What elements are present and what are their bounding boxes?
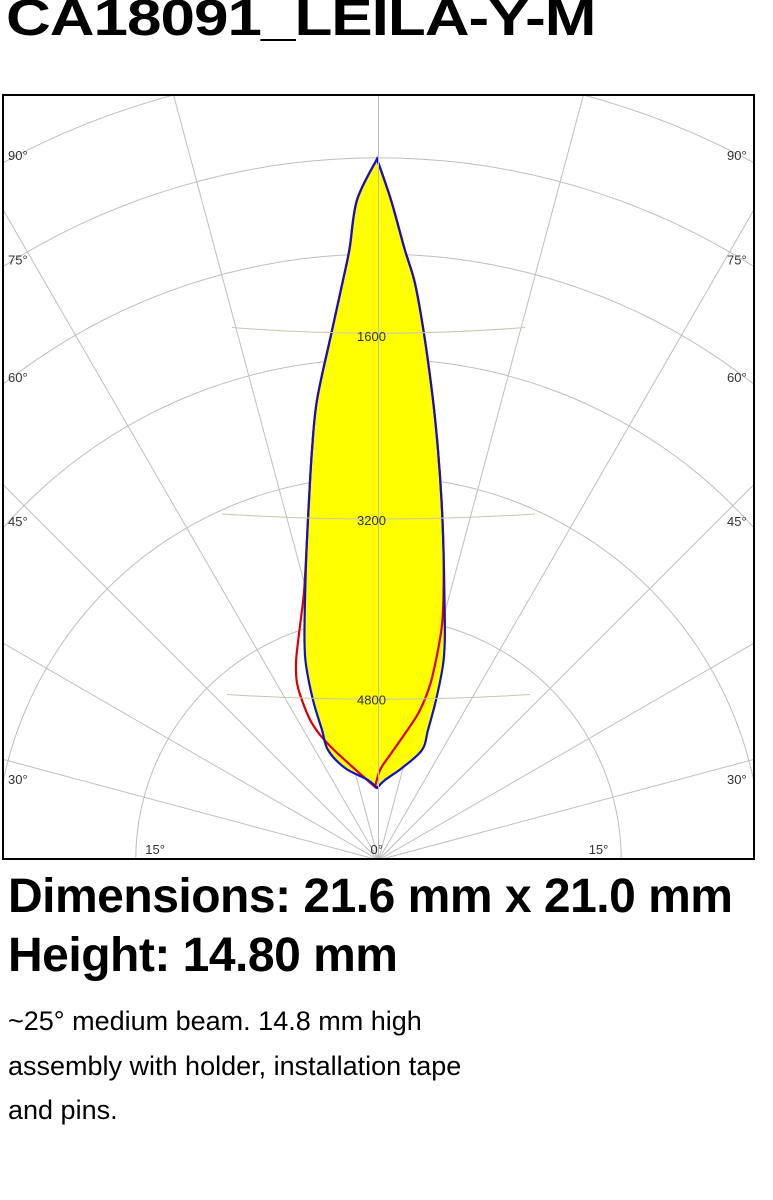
svg-text:15°: 15° [145, 842, 165, 857]
svg-text:90°: 90° [727, 148, 747, 163]
svg-text:1600: 1600 [357, 329, 386, 344]
svg-text:60°: 60° [727, 370, 747, 385]
svg-text:15°: 15° [589, 842, 609, 857]
svg-text:45°: 45° [8, 514, 28, 529]
svg-text:75°: 75° [8, 252, 28, 267]
svg-text:4800: 4800 [357, 693, 386, 708]
svg-text:30°: 30° [727, 772, 747, 787]
svg-text:0°: 0° [371, 842, 383, 857]
svg-text:45°: 45° [727, 514, 747, 529]
svg-text:30°: 30° [8, 772, 28, 787]
svg-text:60°: 60° [8, 370, 28, 385]
svg-text:90°: 90° [8, 148, 28, 163]
svg-text:75°: 75° [727, 252, 747, 267]
svg-text:3200: 3200 [357, 513, 386, 528]
